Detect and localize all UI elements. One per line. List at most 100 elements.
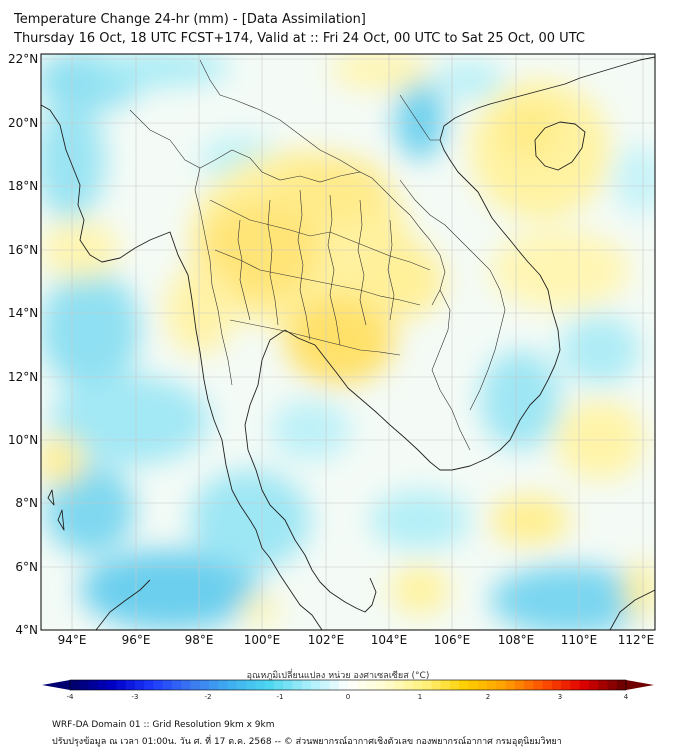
colorbar-segment: [588, 680, 599, 690]
lon-label-112e: 112°E: [617, 633, 655, 647]
colorbar-segment: [440, 680, 451, 690]
colorbar-segment: [125, 680, 136, 690]
colorbar-segment: [246, 680, 256, 690]
lat-label-8n: 8°N: [15, 496, 38, 510]
coastline: [41, 56, 655, 630]
colorbar-segment: [310, 680, 321, 690]
colorbar-segment: [255, 680, 266, 690]
colorbar-tick: 0: [345, 693, 351, 701]
colorbar-segment: [496, 680, 507, 690]
lat-label-20n: 20°N: [8, 116, 39, 130]
colorbar-segment: [366, 680, 377, 690]
colorbar-segment: [264, 680, 275, 690]
colorbar-segment: [153, 680, 164, 690]
lat-label-14n: 14°N: [8, 306, 39, 320]
lon-label-100e: 100°E: [243, 633, 281, 647]
colorbar-tick: 4: [623, 693, 629, 701]
lon-label-94e: 94°E: [57, 633, 87, 647]
colorbar-segment: [236, 680, 247, 690]
admin-boundaries: [129, 59, 506, 451]
colorbar-min-arrow: [42, 680, 70, 690]
lat-label-22n: 22°N: [8, 52, 39, 66]
colorbar-tick: 2: [485, 693, 491, 701]
colorbar-segment: [348, 680, 358, 690]
lat-label-6n: 6°N: [15, 560, 38, 574]
colorbar-segment: [542, 680, 553, 690]
colorbar-segment: [181, 680, 191, 690]
colorbar-tick: -3: [131, 693, 139, 701]
colorbar-segment: [292, 680, 303, 690]
colorbar-segment: [301, 680, 312, 690]
colorbar-segment: [561, 680, 571, 690]
colorbar-segment: [283, 680, 293, 690]
lon-label-106e: 106°E: [433, 633, 471, 647]
lon-label-108e: 108°E: [497, 633, 535, 647]
colorbar-segment: [412, 680, 423, 690]
colorbar-segment: [88, 680, 99, 690]
colorbar-segment: [144, 680, 154, 690]
colorbar-max-arrow: [626, 680, 654, 690]
footer-domain-info: WRF-DA Domain 01 :: Grid Resolution 9km …: [52, 720, 275, 730]
colorbar-segment: [329, 680, 340, 690]
colorbar-tick: -4: [66, 693, 74, 701]
lon-label-102e: 102°E: [307, 633, 345, 647]
colorbar-segment: [598, 680, 608, 690]
colorbar-tick: 1: [417, 693, 423, 701]
colorbar: [42, 679, 654, 691]
colorbar-tick: -2: [204, 693, 212, 701]
colorbar-segment: [487, 680, 497, 690]
colorbar-segment: [171, 680, 182, 690]
colorbar-segment: [524, 680, 534, 690]
colorbar-segment: [394, 680, 405, 690]
colorbar-segment: [616, 680, 627, 690]
colorbar-segment: [403, 680, 414, 690]
colorbar-segment: [533, 680, 544, 690]
colorbar-segment: [468, 680, 479, 690]
colorbar-tick: 3: [557, 693, 563, 701]
colorbar-segment: [218, 680, 229, 690]
lat-label-12n: 12°N: [8, 370, 39, 384]
colorbar-segment: [357, 680, 368, 690]
colorbar-segment: [199, 680, 210, 690]
colorbar-segment: [116, 680, 127, 690]
footer-credit: ปรับปรุงข้อมูล ณ เวลา 01:00น. วัน ศ. ที่…: [52, 737, 562, 747]
colorbar-segment: [579, 680, 590, 690]
lat-label-10n: 10°N: [8, 433, 39, 447]
map-subtitle: Thursday 16 Oct, 18 UTC FCST+174, Valid …: [14, 31, 585, 46]
colorbar-segment: [570, 680, 581, 690]
colorbar-tick: -1: [276, 693, 284, 701]
colorbar-segment: [227, 680, 238, 690]
lon-label-96e: 96°E: [121, 633, 151, 647]
colorbar-segment: [431, 680, 442, 690]
map-title: Temperature Change 24-hr (mm) - [Data As…: [14, 12, 366, 27]
colorbar-segment: [97, 680, 108, 690]
colorbar-segment: [107, 680, 117, 690]
lat-label-16n: 16°N: [8, 243, 39, 257]
colorbar-segment: [320, 680, 330, 690]
colorbar-segment: [273, 680, 284, 690]
colorbar-label: อุณหภูมิเปลี่ยนแปลง หน่วย องศาเซลเซียส (…: [246, 671, 430, 681]
colorbar-segment: [70, 680, 80, 690]
lon-label-110e: 110°E: [560, 633, 598, 647]
colorbar-segment: [449, 680, 460, 690]
colorbar-segment: [459, 680, 469, 690]
colorbar-segment: [134, 680, 145, 690]
colorbar-segment: [477, 680, 488, 690]
colorbar-segment: [514, 680, 525, 690]
colorbar-segment: [209, 680, 219, 690]
colorbar-segment: [607, 680, 618, 690]
lon-label-98e: 98°E: [184, 633, 214, 647]
lon-label-104e: 104°E: [370, 633, 408, 647]
lat-label-18n: 18°N: [8, 179, 39, 193]
colorbar-segment: [79, 680, 90, 690]
colorbar-segment: [385, 680, 395, 690]
colorbar-segment: [422, 680, 432, 690]
colorbar-segment: [375, 680, 386, 690]
colorbar-segment: [338, 680, 349, 690]
colorbar-segment: [505, 680, 516, 690]
colorbar-segment: [190, 680, 201, 690]
lat-label-4n: 4°N: [15, 623, 38, 637]
temperature-field: [41, 54, 655, 630]
map-frame: [40, 53, 656, 631]
